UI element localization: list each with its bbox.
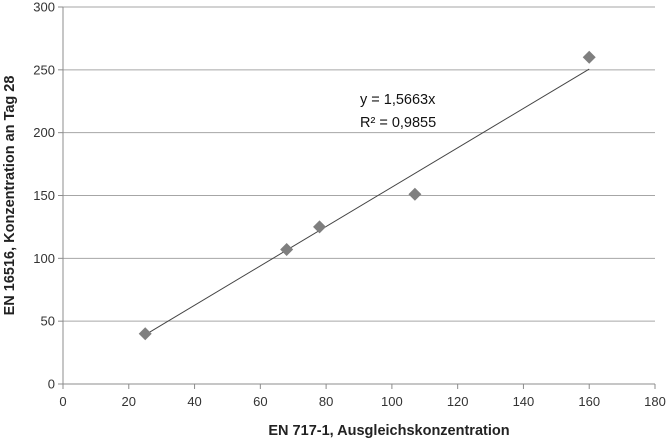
y-tick-label-100: 100 <box>33 251 55 266</box>
data-point-4 <box>408 187 422 201</box>
x-tick-label-100: 100 <box>381 394 403 409</box>
x-tick-label-160: 160 <box>578 394 600 409</box>
y-axis-title: EN 16516, Konzentration an Tag 28 <box>2 76 18 316</box>
x-tick-label-20: 20 <box>122 394 136 409</box>
trendline <box>144 68 590 336</box>
x-axis-title: EN 717-1, Ausgleichskonzentration <box>268 423 509 439</box>
y-tick-label-200: 200 <box>33 125 55 140</box>
gridlines <box>63 6 655 322</box>
data-point-5 <box>582 50 596 64</box>
y-tick-label-250: 250 <box>33 62 55 77</box>
x-tick-label-60: 60 <box>253 394 267 409</box>
y-tick-label-50: 50 <box>41 314 55 329</box>
x-tick-label-80: 80 <box>319 394 333 409</box>
data-points <box>138 50 596 341</box>
x-tick-label-140: 140 <box>513 394 535 409</box>
x-tick-label-180: 180 <box>644 394 666 409</box>
axes <box>58 6 656 389</box>
data-point-3 <box>313 220 327 234</box>
y-tick-labels: 0 50 100 150 200 250 300 <box>33 0 55 392</box>
trendline-layer <box>144 68 590 336</box>
y-tick-label-0: 0 <box>48 377 55 392</box>
y-tick-label-300: 300 <box>33 0 55 15</box>
x-tick-label-0: 0 <box>59 394 66 409</box>
x-tick-labels: 0 20 40 60 80 100 120 140 160 180 <box>59 394 665 409</box>
data-point-2 <box>280 243 294 257</box>
data-point-1 <box>138 327 152 341</box>
y-tick-label-150: 150 <box>33 188 55 203</box>
trendline-equation: y = 1,5663x <box>360 92 436 108</box>
x-tick-label-40: 40 <box>187 394 201 409</box>
trendline-r-squared: R² = 0,9855 <box>360 115 436 131</box>
x-tick-label-120: 120 <box>447 394 469 409</box>
